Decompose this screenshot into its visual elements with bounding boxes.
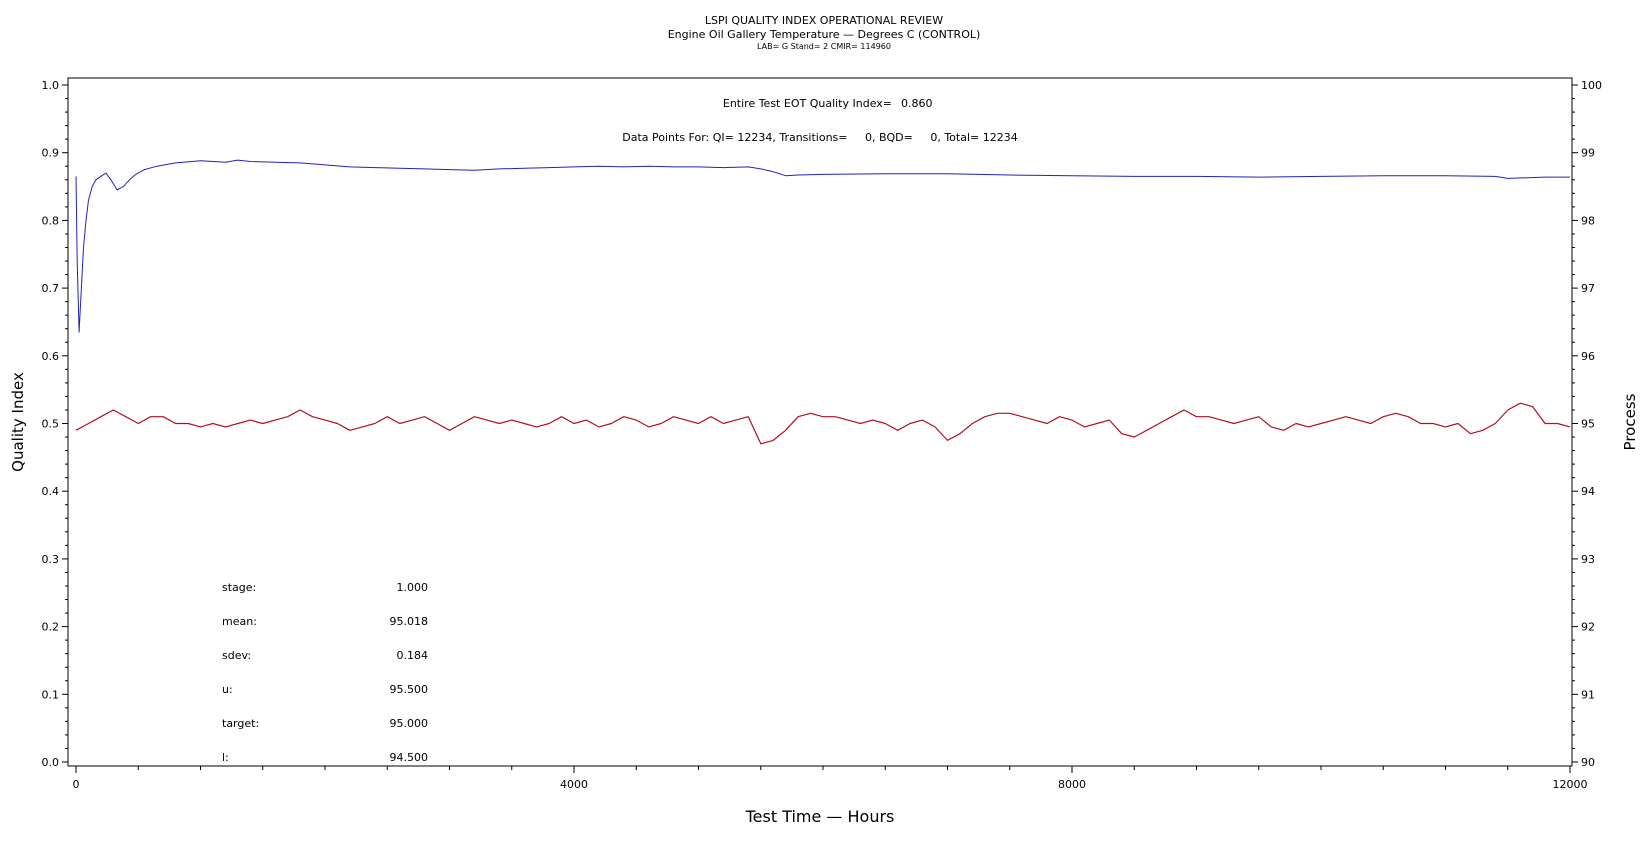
x-tick-label: 0 [73,778,80,791]
stat-value: 95.000 [390,717,429,730]
stat-label: u: [222,683,233,696]
y-right-tick-label: 91 [1581,688,1595,701]
left-axis: 0.0 0.1 0.2 0.3 0.4 0.5 0.6 0.7 0.8 0.9 1.0 [42,79,68,769]
process-series-line [75,402,1571,445]
y-right-tick-label: 90 [1581,756,1595,769]
y-left-tick-label: 0.2 [42,621,60,634]
stat-value: 95.018 [390,615,429,628]
y-left-tick-label: 0.3 [42,553,60,566]
y-left-tick-label: 0.4 [42,485,60,498]
y-left-tick-label: 0.7 [42,282,60,295]
stat-value: 0.184 [397,649,429,662]
stat-value: 95.500 [390,683,429,696]
y-right-tick-label: 98 [1581,214,1595,227]
y-left-tick-label: 0.9 [42,147,60,160]
chart-title-block: LSPI QUALITY INDEX OPERATIONAL REVIEW En… [0,14,1648,52]
points-annotation: Data Points For: QI= 12234, Transitions=… [622,131,1017,144]
stats-block: stage: 1.000 mean: 95.018 sdev: 0.184 u: 95.500… [222,581,428,764]
y-right-tick-label: 97 [1581,282,1595,295]
chart-title: LSPI QUALITY INDEX OPERATIONAL REVIEW [704,14,944,27]
stat-value: 1.000 [397,581,429,594]
stat-label: l: [222,751,229,764]
qi-annotation-value: 0.860 [901,97,933,110]
chart-subtitle: Engine Oil Gallery Temperature — Degrees… [667,27,981,41]
y-right-tick-label: 95 [1581,418,1595,431]
x-tick-label: 12000 [1553,778,1588,791]
y-right-tick-label: 100 [1581,79,1602,92]
right-axis: 90 91 92 93 94 95 96 97 98 99 100 [1572,79,1602,769]
series-layer [75,159,1571,445]
y-left-tick-label: 1.0 [42,79,60,92]
y-right-tick-label: 93 [1581,553,1595,566]
bottom-axis: 0 4000 8000 12000 [73,766,1588,791]
y-right-tick-label: 94 [1581,485,1595,498]
y-left-tick-label: 0.6 [42,350,60,363]
y-axis-label-left: Quality Index [9,372,27,472]
stat-value: 94.500 [390,751,429,764]
y-axis-label-right: Process [1621,393,1639,450]
qi-annotation-label: Entire Test EOT Quality Index= [723,97,892,110]
y-right-tick-label: 96 [1581,350,1595,363]
stat-label: mean: [222,615,257,628]
stat-label: stage: [222,581,256,594]
x-axis-label: Test Time — Hours [745,807,895,826]
stat-label: sdev: [222,649,251,662]
y-left-tick-label: 0.5 [42,418,60,431]
y-right-tick-label: 92 [1581,621,1595,634]
plot-frame [67,77,1573,767]
quality-index-series-line [75,159,1570,333]
stat-label: target: [222,717,259,730]
chart-subtitle-2: LAB= G Stand= 2 CMIR= 114960 [757,41,891,51]
x-tick-label: 8000 [1058,778,1086,791]
x-tick-label: 4000 [560,778,588,791]
y-left-tick-label: 0.8 [42,214,60,227]
y-right-tick-label: 99 [1581,147,1595,160]
y-left-tick-label: 0.1 [42,688,60,701]
y-left-tick-label: 0.0 [42,756,60,769]
